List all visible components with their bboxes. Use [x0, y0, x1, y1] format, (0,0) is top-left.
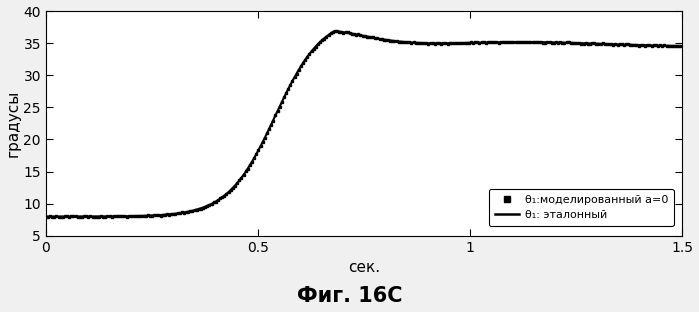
Text: Фиг. 16С: Фиг. 16С [297, 286, 402, 306]
Legend: θ₁:моделированный а=0, θ₁: эталонный: θ₁:моделированный а=0, θ₁: эталонный [489, 189, 674, 226]
Y-axis label: градусы: градусы [6, 90, 20, 157]
X-axis label: сек.: сек. [348, 260, 380, 275]
